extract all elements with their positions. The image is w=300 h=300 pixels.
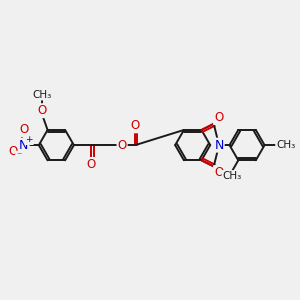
- Text: O: O: [130, 119, 140, 132]
- Text: O: O: [214, 166, 223, 179]
- Text: O: O: [9, 145, 18, 158]
- Text: O: O: [118, 139, 127, 152]
- Text: N: N: [214, 139, 224, 152]
- Text: ⁻: ⁻: [16, 152, 22, 162]
- Text: N: N: [19, 139, 28, 152]
- Text: CH₃: CH₃: [223, 171, 242, 181]
- Text: CH₃: CH₃: [33, 90, 52, 100]
- Text: +: +: [26, 135, 33, 144]
- Text: O: O: [87, 158, 96, 171]
- Text: O: O: [214, 111, 223, 124]
- Text: O: O: [38, 104, 47, 117]
- Text: O: O: [19, 123, 28, 136]
- Text: CH₃: CH₃: [276, 140, 295, 150]
